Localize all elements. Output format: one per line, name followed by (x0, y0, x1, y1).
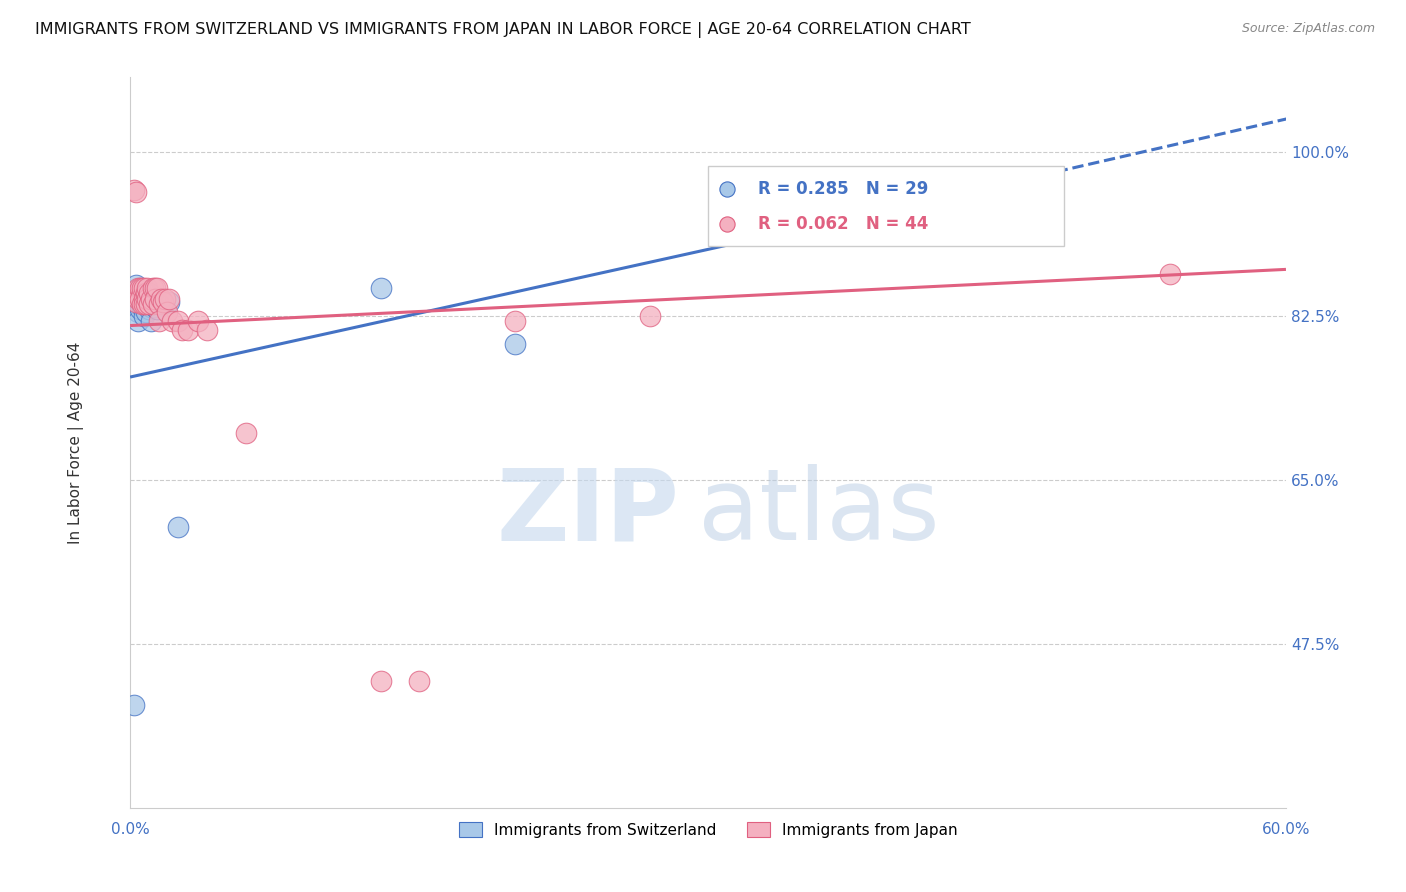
Point (1159, 267, 1181, 281)
Point (152, 295, 174, 310)
Point (131, 300, 153, 314)
Point (128, 281, 150, 295)
Point (177, 323, 200, 337)
Point (716, 182, 738, 196)
Point (132, 293, 155, 307)
Text: atlas: atlas (699, 465, 941, 561)
Point (638, 309, 661, 323)
Point (716, 217, 738, 231)
Point (138, 301, 160, 316)
FancyBboxPatch shape (709, 167, 1064, 246)
Point (162, 314, 184, 328)
Point (122, 698, 145, 712)
Point (505, 337, 527, 351)
Text: IMMIGRANTS FROM SWITZERLAND VS IMMIGRANTS FROM JAPAN IN LABOR FORCE | AGE 20-64 : IMMIGRANTS FROM SWITZERLAND VS IMMIGRANT… (35, 22, 972, 38)
Point (141, 300, 163, 314)
Point (235, 426, 257, 441)
Text: Source: ZipAtlas.com: Source: ZipAtlas.com (1241, 22, 1375, 36)
Point (156, 304, 179, 318)
Point (142, 297, 165, 311)
Point (408, 674, 430, 689)
Point (132, 281, 155, 295)
Point (143, 281, 166, 295)
Point (134, 297, 156, 311)
Point (125, 185, 148, 199)
Point (370, 281, 392, 295)
Point (132, 309, 155, 323)
Point (142, 281, 165, 295)
Point (127, 314, 149, 328)
Point (167, 314, 190, 328)
Point (128, 301, 150, 316)
Point (157, 295, 180, 310)
Point (136, 281, 159, 295)
Point (152, 297, 174, 311)
Point (505, 314, 527, 328)
Point (146, 301, 169, 316)
Point (195, 323, 218, 337)
Point (149, 293, 172, 307)
Point (122, 295, 145, 310)
Point (148, 295, 170, 310)
Point (157, 293, 180, 307)
Text: In Labor Force | Age 20-64: In Labor Force | Age 20-64 (67, 342, 84, 544)
Point (132, 297, 155, 311)
Point (131, 297, 153, 311)
Point (128, 293, 150, 307)
Point (134, 295, 156, 310)
Text: 0.0%: 0.0% (111, 822, 149, 837)
Text: R = 0.062   N = 44: R = 0.062 N = 44 (758, 215, 928, 233)
Point (172, 323, 194, 337)
Point (127, 304, 149, 318)
Text: R = 0.285   N = 29: R = 0.285 N = 29 (758, 179, 928, 198)
Point (125, 288, 148, 302)
Point (148, 314, 170, 328)
Text: ZIP: ZIP (496, 465, 679, 561)
Point (128, 293, 150, 307)
Point (134, 304, 156, 318)
Text: 60.0%: 60.0% (1261, 822, 1310, 837)
Point (127, 281, 149, 295)
Point (136, 293, 159, 307)
Point (143, 300, 166, 314)
Point (142, 297, 165, 311)
Point (138, 297, 160, 311)
Point (186, 314, 208, 328)
Point (122, 183, 145, 197)
Point (125, 295, 148, 310)
Point (146, 281, 169, 295)
Point (138, 293, 160, 307)
Point (134, 285, 156, 300)
Point (141, 293, 163, 307)
Point (132, 297, 155, 311)
Point (148, 297, 170, 311)
Point (127, 297, 149, 311)
Point (125, 278, 148, 293)
Point (138, 285, 160, 300)
Point (131, 281, 153, 295)
Point (153, 293, 176, 307)
Point (136, 295, 159, 310)
Point (370, 674, 392, 689)
Point (132, 293, 155, 307)
Point (143, 293, 166, 307)
Point (167, 520, 190, 534)
Point (127, 293, 149, 307)
Point (141, 314, 163, 328)
Legend: Immigrants from Switzerland, Immigrants from Japan: Immigrants from Switzerland, Immigrants … (453, 815, 963, 844)
Point (125, 285, 148, 300)
